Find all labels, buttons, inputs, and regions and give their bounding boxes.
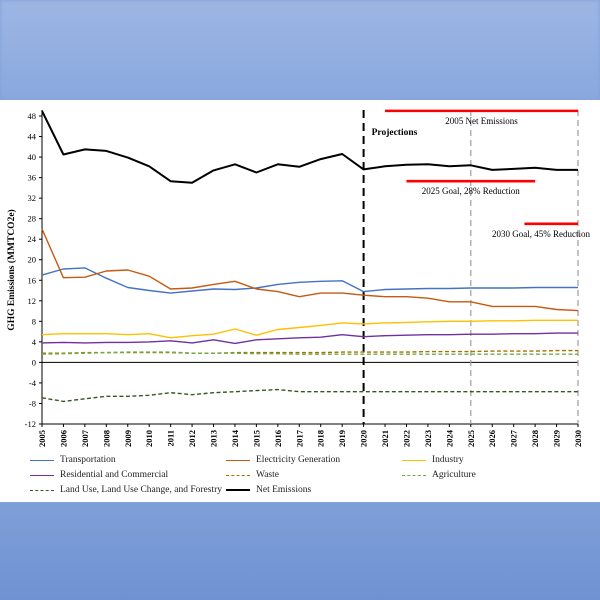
y-tick-label: 48 [28,111,37,121]
legend-swatch [402,474,426,476]
y-tick-label: 36 [28,173,37,183]
legend-swatch [226,474,250,476]
x-tick-label: 2022 [401,430,411,447]
legend-label: Industry [432,455,464,465]
x-tick-label: 2027 [509,429,519,447]
legend-label: Residential and Commercial [60,470,169,480]
legend-swatch [226,489,250,491]
x-tick-label: 2014 [230,429,240,447]
y-tick-label: 12 [28,296,37,306]
x-tick-label: 2007 [80,429,90,447]
legend-label: Net Emissions [256,485,312,495]
legend-label: Electricity Generation [256,455,341,465]
y-tick-label: -12 [25,419,36,429]
goal-label-3: 2030 Goal, 45% Reduction [492,229,590,239]
series-line-transportation [41,267,578,294]
series-line-waste [42,349,578,354]
series-line-net-emissions [41,110,578,184]
goal-label-2: 2025 Goal, 28% Reduction [422,186,520,196]
legend-item: Agriculture [402,468,476,482]
x-tick-label: 2006 [58,430,68,447]
projections-label: Projections [372,128,418,138]
x-tick-label: 2028 [530,430,540,447]
legend-item: Electricity Generation [226,453,340,467]
chart-card: -12 -8 -4 0 4 8 12 16 20 24 28 32 36 40 44 48 2005 2006 20… [0,100,600,502]
y-tick-label: 20 [28,255,37,265]
x-tick-label: 2009 [123,430,133,447]
x-tick-label: 2010 [144,430,154,447]
legend-item: Industry [402,453,464,467]
x-tick-label: 2005 [37,430,47,447]
legend-swatch [30,489,54,491]
y-tick-label: 40 [28,152,37,162]
legend-item: Transportation [30,453,116,467]
x-tick-label: 2021 [380,430,390,447]
x-tick-label: 2020 [359,430,369,447]
y-tick-label: 16 [28,275,37,285]
x-tick-label: 2024 [444,429,454,447]
legend-label: Waste [256,470,279,480]
y-tick-label: 0 [32,357,36,367]
series-line-industry [41,319,578,339]
legend-swatch [30,474,54,476]
legend-label: Land Use, Land Use Change, and Forestry [60,485,222,495]
legend-swatch [30,459,54,461]
x-tick-label: 2030 [573,430,583,447]
x-tick-label: 2017 [294,429,304,447]
x-tick-label: 2015 [251,430,261,447]
blurred-background-top [0,0,600,100]
x-tick-label: 2019 [337,430,347,447]
legend-label: Agriculture [432,470,476,480]
legend-label: Transportation [60,455,116,465]
x-tick-label: 2011 [166,430,176,447]
x-tick-label: 2023 [423,430,433,447]
x-tick-label: 2008 [101,430,111,447]
legend-swatch [402,459,426,461]
x-tick-label: 2016 [273,430,283,447]
x-tick-label: 2025 [466,430,476,447]
y-tick-label: 4 [32,337,37,347]
series-line-land-use-land-use-change-and-forestry [41,388,578,403]
legend-item: Net Emissions [226,483,311,497]
series-line-electricity-generation [41,228,579,312]
y-tick-label: -4 [29,378,37,388]
legend-item: Waste [226,468,279,482]
series-line-residential-and-commercial [41,332,578,345]
y-tick-label: -8 [29,398,36,408]
y-axis-title: GHG Emissions (MMTCO2e) [6,209,17,330]
y-tick-label: 44 [28,132,37,142]
legend-item: Land Use, Land Use Change, and Forestry [30,483,222,497]
series-line-agriculture [41,351,578,355]
x-tick-label: 2026 [487,430,497,447]
x-tick-label: 2013 [209,430,219,447]
legend-item: Residential and Commercial [30,468,168,482]
goal-label-1: 2005 Net Emissions [445,116,518,126]
x-tick-label: 2018 [316,430,326,447]
y-tick-label: 24 [28,234,37,244]
y-tick-label: 8 [32,316,36,326]
y-tick-label: 28 [28,214,37,224]
y-tick-label: 32 [28,193,37,203]
blurred-background-bottom [0,502,600,600]
legend-swatch [226,459,250,461]
x-tick-label: 2012 [187,430,197,447]
x-tick-label: 2029 [552,430,562,447]
